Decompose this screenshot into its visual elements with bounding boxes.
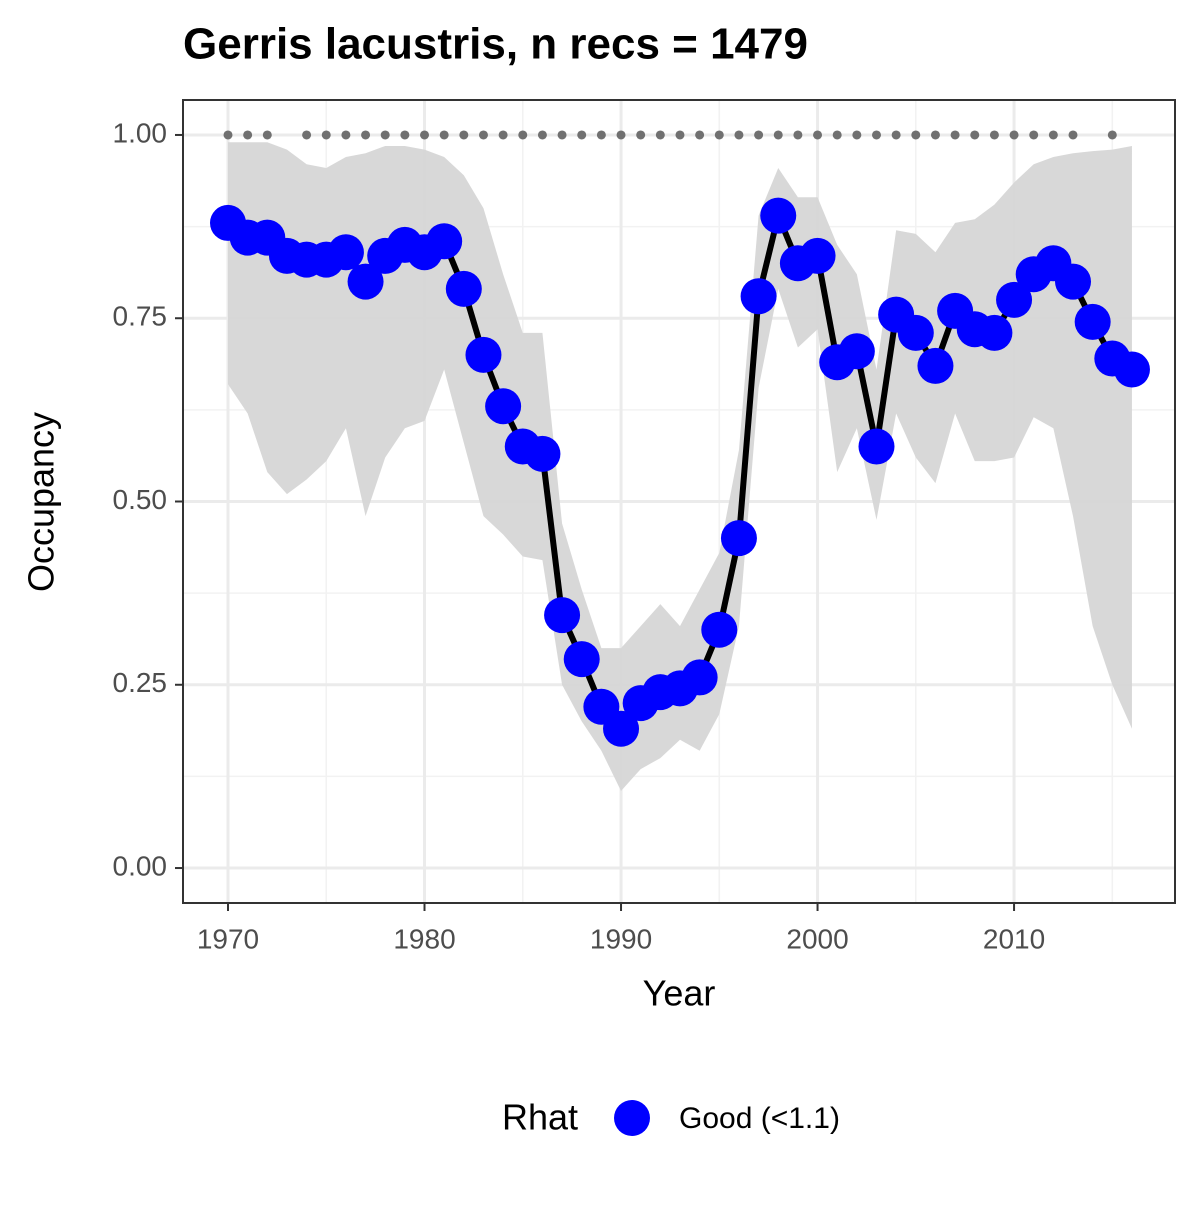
record-marker [1068,130,1078,140]
data-point [563,641,600,678]
data-point [1055,263,1092,300]
record-marker [400,130,410,140]
record-marker [1009,130,1019,140]
record-marker [380,130,390,140]
record-marker [911,130,921,140]
record-marker [459,130,469,140]
record-marker [223,130,233,140]
y-tick-label: 1.00 [113,117,168,148]
record-marker [596,130,606,140]
record-marker [262,130,272,140]
data-point [838,333,875,370]
y-tick-label: 0.00 [113,850,168,881]
record-marker [754,130,764,140]
record-marker [1029,130,1039,140]
record-marker [439,130,449,140]
chart-title: Gerris lacustris, n recs = 1479 [183,20,808,69]
record-marker [695,130,705,140]
record-marker [930,130,940,140]
record-marker [832,130,842,140]
record-marker [498,130,508,140]
x-axis-title: Year [643,973,716,1014]
data-point [603,710,640,747]
x-tick-label: 1990 [590,923,652,954]
plot-border [182,99,1176,904]
data-point [544,597,581,634]
data-point [465,336,502,373]
data-point [426,223,463,260]
data-point [327,234,364,271]
data-point [740,278,777,315]
record-marker [1048,130,1058,140]
data-point [976,314,1013,351]
data-point [1074,303,1111,340]
legend-label: Good (<1.1) [679,1102,840,1135]
data-point [347,263,384,300]
record-marker [655,130,665,140]
record-marker [675,130,685,140]
data-point [996,281,1033,318]
x-tick-label: 2010 [983,923,1045,954]
record-marker [1107,130,1117,140]
x-tick-label: 1970 [197,923,259,954]
data-point [799,237,836,274]
x-tick-label: 1980 [393,923,455,954]
record-marker [478,130,488,140]
record-marker [793,130,803,140]
record-marker [970,130,980,140]
record-marker [321,130,331,140]
data-point [524,435,561,472]
y-tick-label: 0.25 [113,667,168,698]
record-marker [714,130,724,140]
record-marker [302,130,312,140]
record-marker [989,130,999,140]
legend-title: Rhat [502,1097,578,1138]
data-point [858,428,895,465]
data-point [485,388,522,425]
record-marker [734,130,744,140]
record-marker [773,130,783,140]
record-marker [243,130,253,140]
record-marker [557,130,567,140]
record-marker [341,130,351,140]
data-point [917,347,954,384]
record-marker [871,130,881,140]
x-tick-label: 2000 [786,923,848,954]
record-marker [950,130,960,140]
data-point [445,270,482,307]
y-axis-title: Occupancy [21,412,62,592]
data-point [1113,351,1150,388]
data-point [760,197,797,234]
record-marker [852,130,862,140]
data-point [681,659,718,696]
record-marker [537,130,547,140]
data-point [701,611,738,648]
record-marker [636,130,646,140]
record-marker [813,130,823,140]
record-marker [518,130,528,140]
data-point [897,314,934,351]
record-marker [891,130,901,140]
record-marker [616,130,626,140]
y-tick-label: 0.75 [113,301,168,332]
record-marker [361,130,371,140]
data-point [720,520,757,557]
record-marker [577,130,587,140]
y-tick-label: 0.50 [113,484,168,515]
record-marker [420,130,430,140]
legend-marker [614,1100,650,1136]
